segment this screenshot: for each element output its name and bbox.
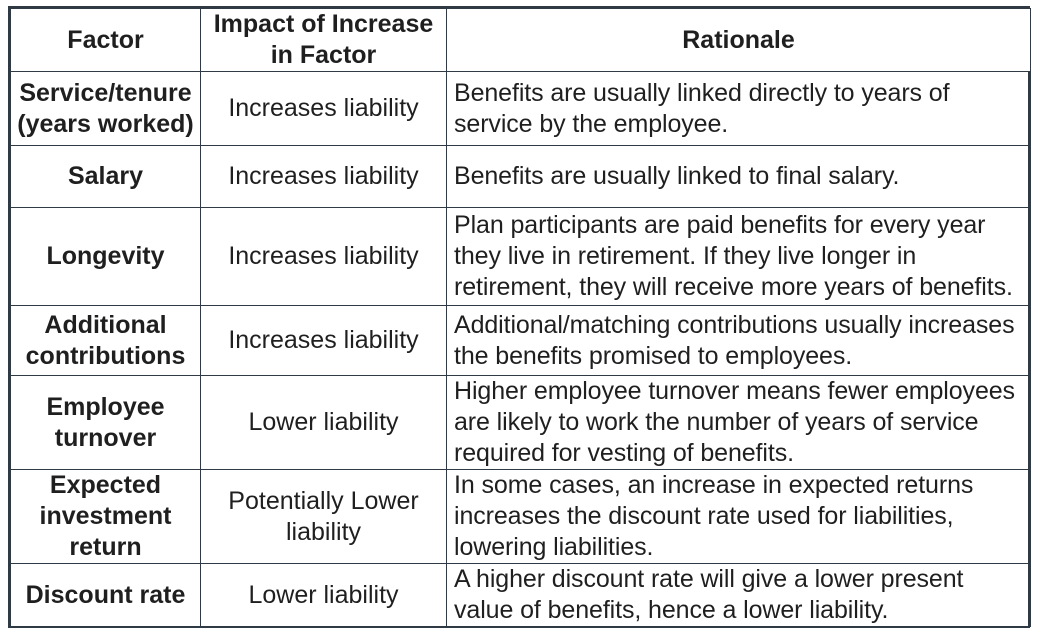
rationale-cell: In some cases, an increase in expected r… (446, 469, 1031, 564)
impact-cell: Increases liability (200, 305, 447, 376)
factors-table: Factor Impact of Increase in Factor Rati… (10, 8, 1031, 627)
factor-cell: Salary (10, 145, 201, 208)
pension-liability-factors-table: Factor Impact of Increase in Factor Rati… (8, 6, 1031, 628)
table-row: Longevity Increases liability Plan parti… (10, 207, 1031, 306)
impact-cell: Increases liability (200, 207, 447, 306)
table-row: Employee turnover Lower liability Higher… (10, 375, 1031, 470)
table-row: Service/tenure (years worked) Increases … (10, 71, 1031, 146)
rationale-cell: Plan participants are paid benefits for … (446, 207, 1031, 306)
header-factor: Factor (10, 8, 201, 72)
table-header-row: Factor Impact of Increase in Factor Rati… (10, 8, 1031, 72)
header-rationale: Rationale (446, 8, 1031, 72)
factor-cell: Longevity (10, 207, 201, 306)
impact-cell: Lower liability (200, 563, 447, 627)
table-row: Salary Increases liability Benefits are … (10, 145, 1031, 208)
factor-cell: Employee turnover (10, 375, 201, 470)
table-row: Expected investment return Potentially L… (10, 469, 1031, 564)
table-row: Discount rate Lower liability A higher d… (10, 563, 1031, 627)
rationale-cell: Higher employee turnover means fewer emp… (446, 375, 1031, 470)
factor-cell: Expected investment return (10, 469, 201, 564)
impact-cell: Increases liability (200, 145, 447, 208)
rationale-cell: Benefits are usually linked directly to … (446, 71, 1031, 146)
rationale-cell: Additional/matching contributions usuall… (446, 305, 1031, 376)
rationale-cell: A higher discount rate will give a lower… (446, 563, 1031, 627)
impact-cell: Lower liability (200, 375, 447, 470)
factor-cell: Additional contributions (10, 305, 201, 376)
factor-cell: Discount rate (10, 563, 201, 627)
header-impact: Impact of Increase in Factor (200, 8, 447, 72)
impact-cell: Potentially Lower liability (200, 469, 447, 564)
table-row: Additional contributions Increases liabi… (10, 305, 1031, 376)
impact-cell: Increases liability (200, 71, 447, 146)
rationale-cell: Benefits are usually linked to final sal… (446, 145, 1031, 208)
factor-cell: Service/tenure (years worked) (10, 71, 201, 146)
